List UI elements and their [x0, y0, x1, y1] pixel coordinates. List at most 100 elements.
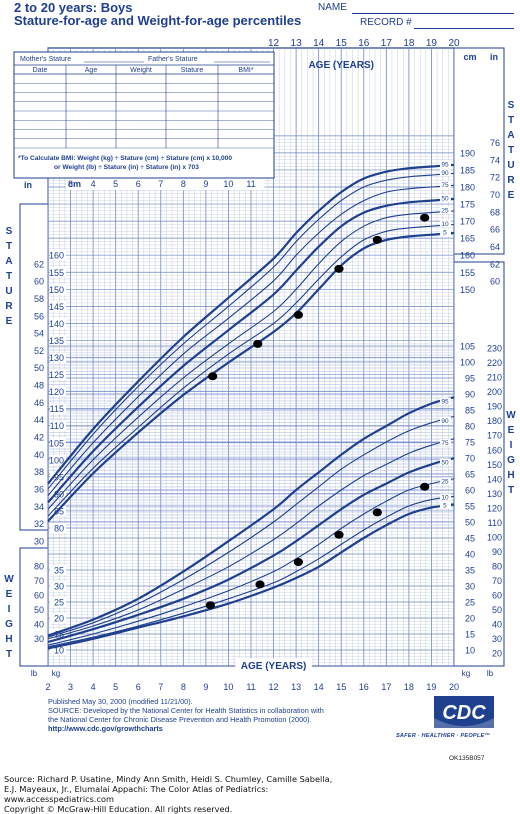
left-in-tick: 62 [34, 259, 44, 269]
cm-tick-bg [50, 403, 66, 414]
right-in-label: in [490, 52, 498, 62]
bottom-age-tick: 10 [223, 682, 233, 692]
right-kg-tick: 25 [465, 598, 475, 608]
right-stature-letter: T [508, 145, 514, 156]
right-lb-tick: 30 [492, 634, 502, 644]
bottom-age-tick: 16 [359, 682, 369, 692]
right-weight-letter: E [508, 425, 515, 436]
bottom-age-tick: 11 [246, 682, 255, 692]
right-lb-tick: 20 [492, 648, 502, 658]
stature-p10-line [47, 223, 455, 517]
right-stature-letter: S [508, 100, 515, 111]
stature-p50-label: 50 [441, 196, 449, 203]
right-cm-tick: 150 [460, 285, 475, 295]
left-cm-tick: 150 [49, 285, 64, 295]
growthcharts-link[interactable]: http://www.cdc.gov/growthcharts [48, 724, 163, 733]
cm-tick-bg [50, 386, 66, 397]
top-age-tick: 18 [403, 38, 415, 49]
stature-measurement [293, 310, 303, 319]
chart-title-line1: 2 to 20 years: Boys [14, 0, 133, 15]
left-lb-tick: 80 [34, 561, 44, 571]
right-weight-letter: I [510, 440, 513, 451]
chart-title-line2: Stature-for-age and Weight-for-age perce… [14, 13, 302, 28]
right-in-tick: 70 [490, 190, 500, 200]
inner-age-tick: 5 [113, 179, 118, 189]
right-lb-tick: 180 [487, 416, 502, 426]
stature-p5-line [47, 231, 455, 522]
bottom-age-tick: 17 [381, 682, 391, 692]
left-cm-tick: 90 [54, 489, 64, 499]
weight-measurement [255, 580, 265, 589]
left-weight-letter: E [6, 589, 13, 600]
right-lb-tick: 130 [487, 489, 502, 499]
right-cm-tick: 165 [460, 234, 475, 244]
bottom-age-axis-label: AGE (YEARS) [241, 661, 307, 672]
weight-p95-line [47, 396, 455, 637]
stature-p50-label-bg [439, 194, 451, 202]
left-in-tick: 40 [34, 450, 44, 460]
bottom-age-tick: 5 [113, 682, 118, 692]
record-field[interactable] [414, 28, 514, 29]
right-lb-tick: 100 [487, 532, 502, 542]
right-stature-letter: U [507, 160, 514, 171]
right-kg-tick: 75 [465, 438, 475, 448]
source-line-3[interactable]: www.accesspediatrics.com [4, 794, 114, 804]
right-kg-tick: 35 [465, 566, 475, 576]
top-age-tick: 13 [291, 38, 303, 49]
left-lb-tick: 60 [34, 590, 44, 600]
stature-p75-label: 75 [441, 182, 449, 189]
left-in-tick: 60 [34, 277, 44, 287]
right-cm-tick: 160 [460, 251, 475, 261]
cm-tick-bg [50, 437, 66, 448]
right-lb-tick: 120 [487, 503, 502, 513]
bmi-note-line1: *To Calculate BMI: Weight (kg) ÷ Stature… [18, 155, 232, 162]
name-field[interactable] [352, 13, 514, 14]
top-age-tick: 19 [426, 38, 438, 49]
left-cm-tick: 115 [50, 404, 64, 414]
weight-p5-label-bg [439, 501, 451, 509]
cm-tick-bg [50, 420, 66, 431]
left-in-tick: 34 [34, 502, 44, 512]
right-lb-label: lb [487, 669, 494, 678]
inner-age-tick: 7 [158, 179, 163, 189]
left-in-tick: 52 [34, 346, 44, 356]
record-table: Mother's Stature Father's Stature Date Age W… [13, 51, 275, 179]
right-lb-tick: 200 [487, 387, 502, 397]
left-kg-tick: 20 [54, 614, 64, 624]
left-in-tick: 38 [34, 467, 44, 477]
right-kg-tick: 45 [465, 534, 475, 544]
weight-p25-line [47, 478, 455, 646]
stature-p95-label-bg [439, 160, 451, 168]
stature-p25-line [47, 210, 455, 510]
left-lb-tick: 40 [34, 619, 44, 629]
stature-p95-line [47, 163, 455, 485]
weight-p75-label: 75 [441, 440, 449, 447]
left-kg-tick: 25 [54, 598, 64, 608]
right-cm-tick: 190 [460, 148, 475, 158]
weight-right-scale [453, 261, 505, 667]
source-line-4: Copyright © McGraw-Hill Education. All r… [4, 804, 233, 814]
top-age-tick: 14 [313, 38, 325, 49]
stature-p90-label: 90 [441, 170, 449, 177]
table-col-date: Date [33, 67, 48, 74]
left-cm-tick: 140 [49, 319, 64, 329]
right-lb-tick: 50 [492, 605, 502, 615]
left-stature-letter: T [6, 271, 12, 282]
right-cm-tick: 175 [460, 200, 475, 210]
bottom-age-tick: 2 [45, 682, 50, 692]
right-kg-label: kg [462, 669, 470, 678]
right-kg-tick: 105 [460, 342, 475, 352]
cm-tick-bg [50, 352, 66, 363]
table-col-stature: Stature [181, 67, 204, 74]
left-cm-tick: 120 [49, 387, 64, 397]
left-stature-letter: A [5, 256, 12, 267]
right-lb-tick: 150 [487, 460, 502, 470]
measurement-points [205, 213, 430, 610]
right-kg-tick: 90 [465, 390, 475, 400]
right-lb-tick: 220 [487, 358, 502, 368]
left-in-tick: 30 [34, 536, 44, 546]
bottom-age-tick: 15 [336, 682, 346, 692]
record-label: RECORD # [360, 17, 412, 28]
left-kg-tick: 30 [54, 582, 64, 592]
right-weight-letter: W [506, 410, 516, 421]
